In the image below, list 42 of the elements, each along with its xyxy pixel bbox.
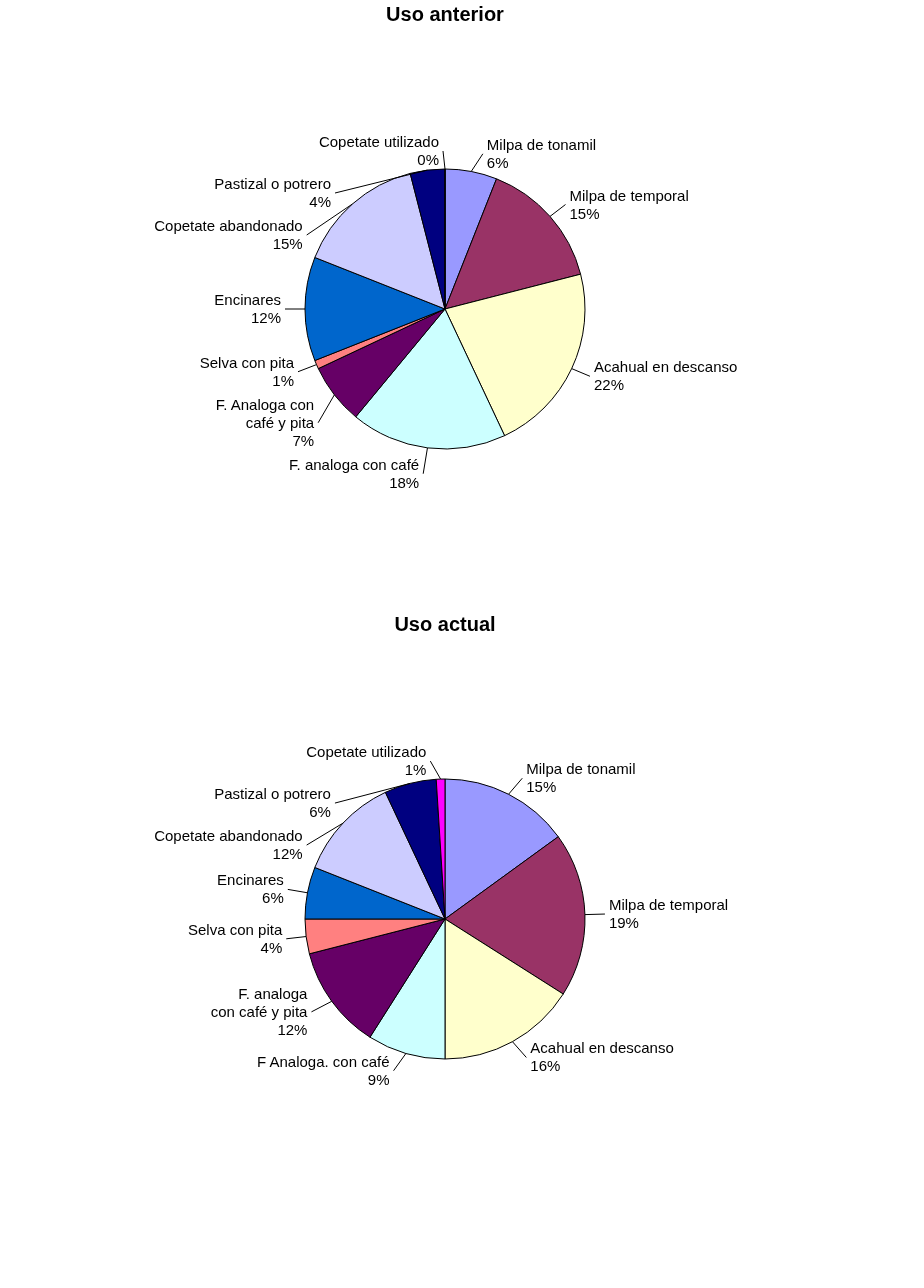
category-label: Copetate utilizado: [318, 133, 439, 150]
data-label: 15%: [272, 235, 303, 252]
slice-label: F. Analoga con café y pita: [215, 395, 315, 431]
slice-label: Selva con pita: [199, 353, 295, 371]
data-label: 6%: [309, 803, 331, 821]
slice-label: Acahual en descanso: [593, 358, 738, 376]
data-label: 15%: [569, 204, 600, 222]
data-label: 15%: [526, 778, 557, 796]
slice-label: Milpa de tonamil: [526, 760, 636, 778]
slice-label: Milpa de temporal: [569, 186, 689, 204]
text: 0%: [417, 151, 439, 168]
slice-label: F Analoga. con café: [256, 1052, 390, 1070]
data-label: 4%: [309, 193, 332, 210]
data-label: 19%: [608, 914, 639, 932]
slice-label: Pastizal o potrero: [214, 175, 332, 192]
slice-label: Copetate utilizado: [306, 743, 427, 761]
data-label: 12%: [272, 845, 303, 863]
slice-label: Copetate abandonado: [154, 217, 303, 234]
slice-label: F. analoga con café: [289, 455, 420, 473]
data-label: 4%: [260, 938, 283, 956]
data-label: 9%: [367, 1070, 390, 1088]
slice-label: Acahual en descanso: [530, 1039, 674, 1057]
data-label: 6%: [262, 889, 284, 907]
data-label: 1%: [404, 761, 427, 779]
data-label: 1%: [272, 371, 294, 389]
data-label: 6%: [486, 153, 509, 171]
slice-label: Encinares: [214, 291, 281, 308]
slice-label: Milpa de temporal: [608, 896, 729, 914]
data-label: 7%: [292, 431, 315, 449]
data-label: 12%: [250, 309, 281, 326]
data-label: 16%: [530, 1057, 561, 1075]
slice-label: Milpa de tonamil: [486, 135, 597, 153]
slice-label: Encinares: [217, 871, 284, 889]
data-label: 22%: [593, 376, 624, 394]
slice-label: Selva con pita: [188, 920, 283, 938]
chart-title: Uso actual: [394, 613, 496, 635]
slice-label: Copetate abandonado: [154, 827, 303, 845]
slice-label: F. analoga con café y pita: [210, 984, 309, 1020]
data-label: 18%: [389, 473, 420, 491]
data-label: 12%: [277, 1020, 308, 1038]
chart-title: Uso anterior: [386, 3, 505, 25]
slice-label: Pastizal o potrero: [214, 785, 331, 803]
